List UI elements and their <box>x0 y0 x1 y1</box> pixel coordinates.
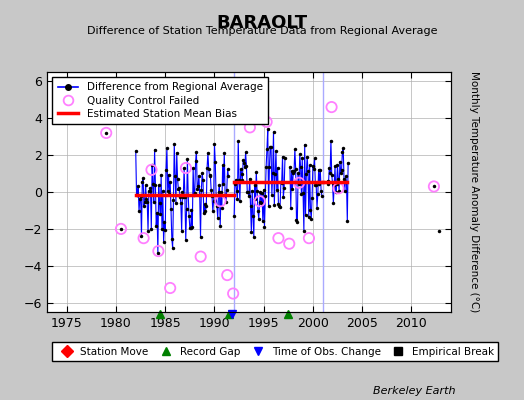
Point <box>246 124 254 130</box>
Point <box>117 226 125 232</box>
Point <box>216 198 225 204</box>
Point <box>223 272 232 278</box>
Legend: Difference from Regional Average, Quality Control Failed, Estimated Station Mean: Difference from Regional Average, Qualit… <box>52 77 268 124</box>
Point <box>274 235 282 241</box>
Point <box>305 235 313 241</box>
Y-axis label: Monthly Temperature Anomaly Difference (°C): Monthly Temperature Anomaly Difference (… <box>470 71 479 313</box>
Point <box>430 183 438 190</box>
Point <box>229 290 237 297</box>
Point <box>285 240 293 247</box>
Point <box>147 167 156 173</box>
Point <box>295 180 303 186</box>
Point <box>102 130 111 136</box>
Point <box>256 198 264 204</box>
Point <box>196 254 205 260</box>
Point <box>139 235 148 241</box>
Text: BARAOLT: BARAOLT <box>216 14 308 32</box>
Point <box>263 119 271 125</box>
Text: Difference of Station Temperature Data from Regional Average: Difference of Station Temperature Data f… <box>87 26 437 36</box>
Point <box>334 185 343 192</box>
Point <box>182 165 190 171</box>
Legend: Station Move, Record Gap, Time of Obs. Change, Empirical Break: Station Move, Record Gap, Time of Obs. C… <box>52 342 498 361</box>
Text: Berkeley Earth: Berkeley Earth <box>374 386 456 396</box>
Point <box>154 248 162 254</box>
Point <box>166 285 174 291</box>
Point <box>328 104 336 110</box>
